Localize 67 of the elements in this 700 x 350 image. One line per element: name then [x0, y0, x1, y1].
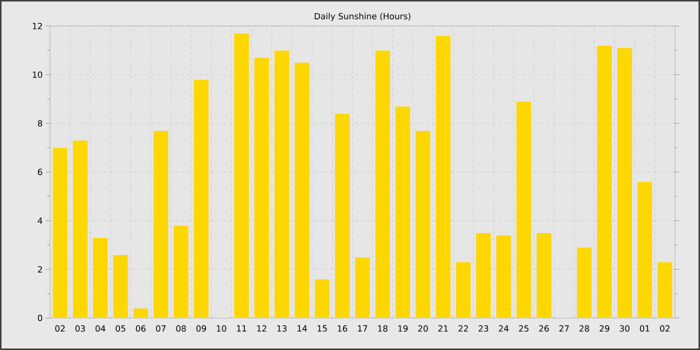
bar	[234, 33, 250, 318]
x-tick-label: 24	[498, 325, 509, 332]
bar	[616, 48, 632, 318]
x-tick-label: 29	[600, 325, 610, 332]
y-tick-label: 6	[38, 168, 42, 176]
bar	[354, 256, 370, 318]
bar	[72, 140, 88, 318]
bar	[596, 45, 612, 318]
x-tick-label: 26	[539, 325, 549, 332]
x-tick-label: 17	[358, 325, 368, 332]
bar	[374, 50, 390, 318]
x-tick-label: 25	[519, 325, 528, 332]
x-tick-label: 21	[438, 325, 448, 332]
x-tick-label: 16	[338, 325, 348, 332]
y-tick-label: 10	[32, 71, 42, 78]
x-tick-label: 30	[620, 325, 630, 332]
bar	[52, 147, 68, 318]
y-tick-label: 4	[38, 218, 42, 224]
x-tick-label: 09	[196, 325, 206, 332]
x-tick-label: 07	[156, 325, 166, 332]
x-tick-label: 08	[176, 325, 186, 332]
x-tick-label: 14	[298, 325, 307, 332]
x-tick-label: 10	[216, 325, 226, 332]
x-tick-label: 03	[75, 325, 85, 332]
bar	[657, 262, 673, 318]
bar	[516, 101, 532, 318]
bar	[576, 247, 592, 318]
bar	[334, 113, 350, 318]
bar	[153, 130, 169, 318]
bar	[314, 278, 330, 318]
bar	[193, 79, 209, 318]
x-tick-label: 28	[580, 325, 590, 332]
bar	[395, 106, 411, 318]
x-tick-label: 02	[55, 325, 65, 332]
bar	[456, 262, 472, 318]
x-tick-label: 11	[237, 325, 246, 332]
x-tick-label: 23	[478, 325, 488, 332]
x-tick-label: 12	[257, 325, 266, 332]
bar	[496, 235, 512, 318]
bar	[254, 57, 270, 318]
x-tick-label: 02	[660, 325, 670, 332]
bar	[435, 36, 451, 318]
bar	[92, 238, 108, 318]
bar	[173, 225, 189, 318]
bar	[294, 62, 310, 318]
x-tick-label: 19	[398, 325, 408, 332]
x-tick-label: 04	[96, 325, 106, 332]
y-tick-label: 12	[32, 22, 42, 30]
chart-title: Daily Sunshine (Hours)	[314, 12, 410, 22]
x-tick-label: 05	[116, 325, 126, 332]
bar	[536, 232, 552, 318]
x-tick-label: 06	[136, 325, 146, 332]
y-tick-label: 0	[38, 314, 42, 322]
x-tick-label: 13	[277, 325, 287, 332]
x-tick-label: 01	[640, 325, 650, 332]
x-tick-label: 18	[378, 325, 388, 332]
bar	[274, 50, 290, 318]
bar	[112, 254, 128, 318]
bar	[415, 130, 431, 318]
x-tick-label: 27	[559, 325, 569, 332]
bar	[476, 232, 492, 318]
x-tick-label: 22	[458, 325, 468, 332]
y-tick-label: 2	[38, 266, 42, 272]
bar	[637, 182, 653, 318]
x-tick-label: 20	[418, 325, 428, 332]
x-tick-label: 15	[318, 325, 327, 332]
y-tick-label: 8	[38, 120, 42, 127]
